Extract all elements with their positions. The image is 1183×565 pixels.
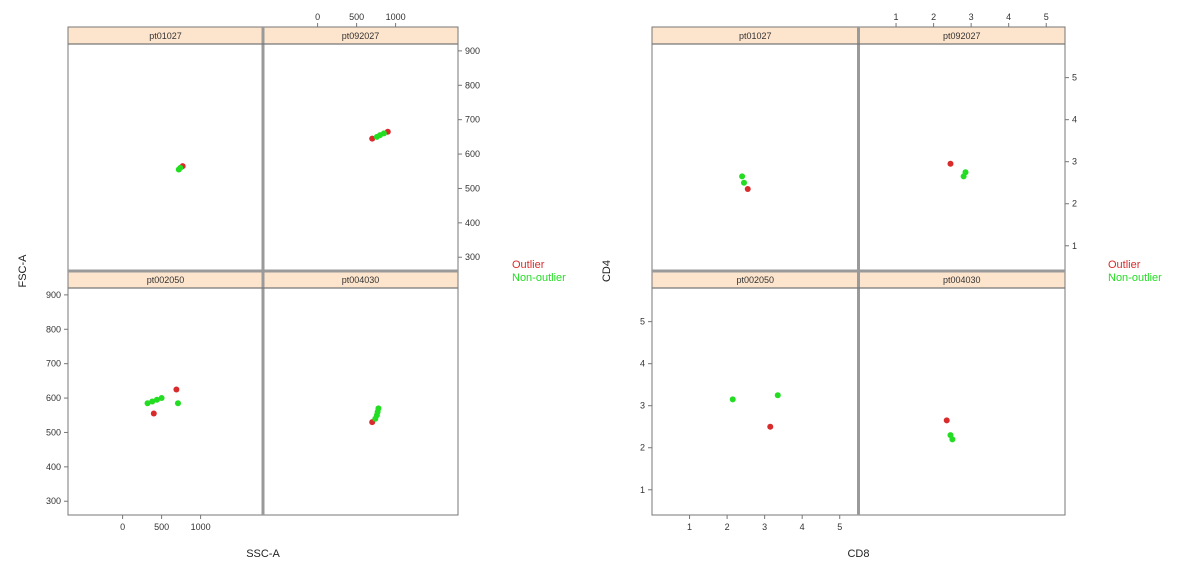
chart1-x-tick-label: 1000 xyxy=(191,522,211,532)
chart1-point-non_outlier xyxy=(375,405,382,412)
chart1-y-tick-label: 800 xyxy=(465,80,480,90)
chart2-y-tick-label: 1 xyxy=(640,485,645,495)
chart1-y-tick-label: 700 xyxy=(465,115,480,125)
chart1-point-outlier xyxy=(173,386,180,393)
chart2-point-non_outlier xyxy=(729,396,736,403)
chart1-x-axis-label: SSC-A xyxy=(246,548,280,560)
chart1-point-non_outlier xyxy=(174,400,181,407)
chart2-x-tick-label: 4 xyxy=(1006,12,1011,22)
chart2-x-tick-label: 2 xyxy=(725,522,730,532)
chart2-point-outlier xyxy=(943,417,950,424)
chart2-point-non_outlier xyxy=(949,436,956,443)
chart2-y-tick-label: 5 xyxy=(1072,73,1077,83)
chart2-strip-label: pt092027 xyxy=(943,31,981,41)
chart2-strip-label: pt004030 xyxy=(943,275,981,285)
chart1-x-tick-label: 500 xyxy=(349,12,364,22)
chart2-x-axis-label: CD8 xyxy=(847,548,869,560)
chart2-y-tick-label: 3 xyxy=(640,401,645,411)
chart1-x-tick-label: 0 xyxy=(315,12,320,22)
chart1-y-tick-label: 300 xyxy=(465,252,480,262)
chart2-point-outlier xyxy=(767,423,774,430)
chart1-x-tick-label: 0 xyxy=(120,522,125,532)
chart1-y-tick-label: 800 xyxy=(46,324,61,334)
chart2-y-tick-label: 4 xyxy=(640,359,645,369)
chart2-x-tick-label: 3 xyxy=(969,12,974,22)
chart2-point-outlier xyxy=(947,160,954,167)
chart2-x-tick-label: 2 xyxy=(931,12,936,22)
chart1-y-tick-label: 600 xyxy=(46,393,61,403)
chart1-strip-label: pt002050 xyxy=(147,275,185,285)
chart2-point-non_outlier xyxy=(962,169,969,176)
chart2-x-tick-label: 1 xyxy=(894,12,899,22)
chart1-point-outlier xyxy=(150,410,157,417)
chart1-point-outlier xyxy=(369,135,376,142)
chart2-strip-label: pt01027 xyxy=(739,31,772,41)
chart1-y-tick-label: 400 xyxy=(46,462,61,472)
chart1-y-axis-label: FSC-A xyxy=(17,254,29,288)
chart2-x-tick-label: 4 xyxy=(800,522,805,532)
chart1-point-non_outlier xyxy=(380,130,387,137)
chart1-point-non_outlier xyxy=(144,400,151,407)
chart1-x-tick-label: 1000 xyxy=(386,12,406,22)
chart1-point-non_outlier xyxy=(149,398,156,405)
chart1-strip-label: pt01027 xyxy=(149,31,182,41)
chart2-point-non_outlier xyxy=(740,179,747,186)
chart1-point-non_outlier xyxy=(153,396,160,403)
chart1-strip-label: pt092027 xyxy=(342,31,380,41)
chart1-point-non_outlier xyxy=(177,164,184,171)
chart2-y-tick-label: 2 xyxy=(1072,199,1077,209)
chart2-x-tick-label: 3 xyxy=(762,522,767,532)
chart1-y-tick-label: 900 xyxy=(465,46,480,56)
chart2-y-tick-label: 4 xyxy=(1072,115,1077,125)
chart1-x-tick-label: 500 xyxy=(154,522,169,532)
chart1-y-tick-label: 600 xyxy=(465,149,480,159)
chart2-strip-label: pt002050 xyxy=(736,275,774,285)
chart2-point-outlier xyxy=(744,186,751,193)
chart2-y-tick-label: 3 xyxy=(1072,157,1077,167)
chart1-y-tick-label: 300 xyxy=(46,496,61,506)
chart2-x-tick-label: 5 xyxy=(837,522,842,532)
chart2-point-non_outlier xyxy=(739,173,746,180)
chart2-y-tick-label: 5 xyxy=(640,317,645,327)
chart2-y-tick-label: 2 xyxy=(640,443,645,453)
chart2-x-tick-label: 5 xyxy=(1044,12,1049,22)
chart1-y-tick-label: 700 xyxy=(46,359,61,369)
chart1-y-tick-label: 500 xyxy=(46,427,61,437)
chart2-x-tick-label: 1 xyxy=(687,522,692,532)
chart1-y-tick-label: 400 xyxy=(465,218,480,228)
chart2-legend-outlier: Outlier xyxy=(1108,259,1141,271)
chart2-point-non_outlier xyxy=(774,392,781,399)
chart1-point-non_outlier xyxy=(158,395,165,402)
chart2-y-tick-label: 1 xyxy=(1072,241,1077,251)
chart1-strip-label: pt004030 xyxy=(342,275,380,285)
chart1-legend-outlier: Outlier xyxy=(512,259,545,271)
chart2-y-axis-label: CD4 xyxy=(601,260,613,282)
chart1-y-tick-label: 500 xyxy=(465,183,480,193)
chart1-y-tick-label: 900 xyxy=(46,290,61,300)
chart1-legend-non_outlier: Non-outlier xyxy=(512,272,566,284)
chart2-legend-non_outlier: Non-outlier xyxy=(1108,272,1162,284)
